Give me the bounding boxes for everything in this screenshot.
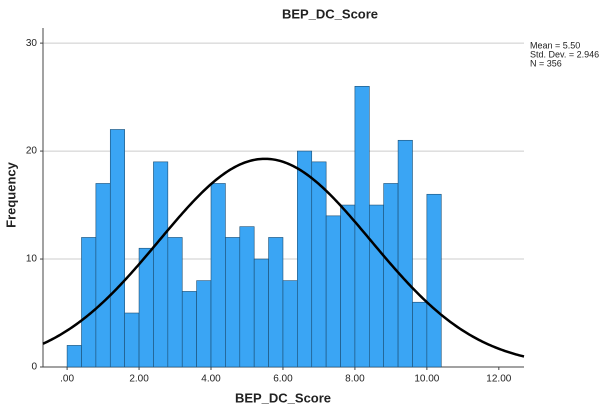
x-tick-label: 12.00 [486,374,511,385]
bar [397,139,413,368]
chart-title: BEP_DC_Score [282,6,378,21]
bar [354,85,370,368]
bar [167,237,183,368]
x-tick-label: 8.00 [345,374,365,385]
x-axis-label: BEP_DC_Score [235,390,331,405]
bar [340,204,356,368]
y-tick-label: 10 [26,254,38,265]
bar [138,247,154,368]
bar [66,345,82,368]
bar [426,193,442,368]
bar [109,129,125,368]
bar [210,183,226,368]
stat-label: Std. Dev. = 2.946 [530,49,599,59]
bar [225,237,241,368]
x-tick-label: 10.00 [414,374,439,385]
bar [196,280,212,368]
bar [282,280,298,368]
bar [383,183,399,368]
y-tick-label: 30 [26,38,38,49]
y-tick-label: 20 [26,146,38,157]
y-tick-label: 0 [31,362,37,373]
y-axis-label: Frequency [3,161,18,228]
bar [369,204,384,368]
bar [412,301,428,368]
x-tick-label: 4.00 [201,374,221,385]
bar [297,150,313,368]
x-tick-label: .00 [60,374,74,385]
normal-curve [42,157,525,358]
bar [253,258,269,368]
x-tick-label: 6.00 [273,374,293,385]
bar [181,291,197,368]
bar [124,312,140,368]
bar [311,161,327,368]
bar [95,183,111,368]
stat-label: Mean = 5.50 [530,40,580,50]
bar [325,215,341,368]
stat-label: N = 356 [530,58,562,68]
bar [153,161,169,368]
bar [268,237,284,368]
bar [81,237,97,368]
x-tick-label: 2.00 [129,374,149,385]
bar [239,226,255,368]
